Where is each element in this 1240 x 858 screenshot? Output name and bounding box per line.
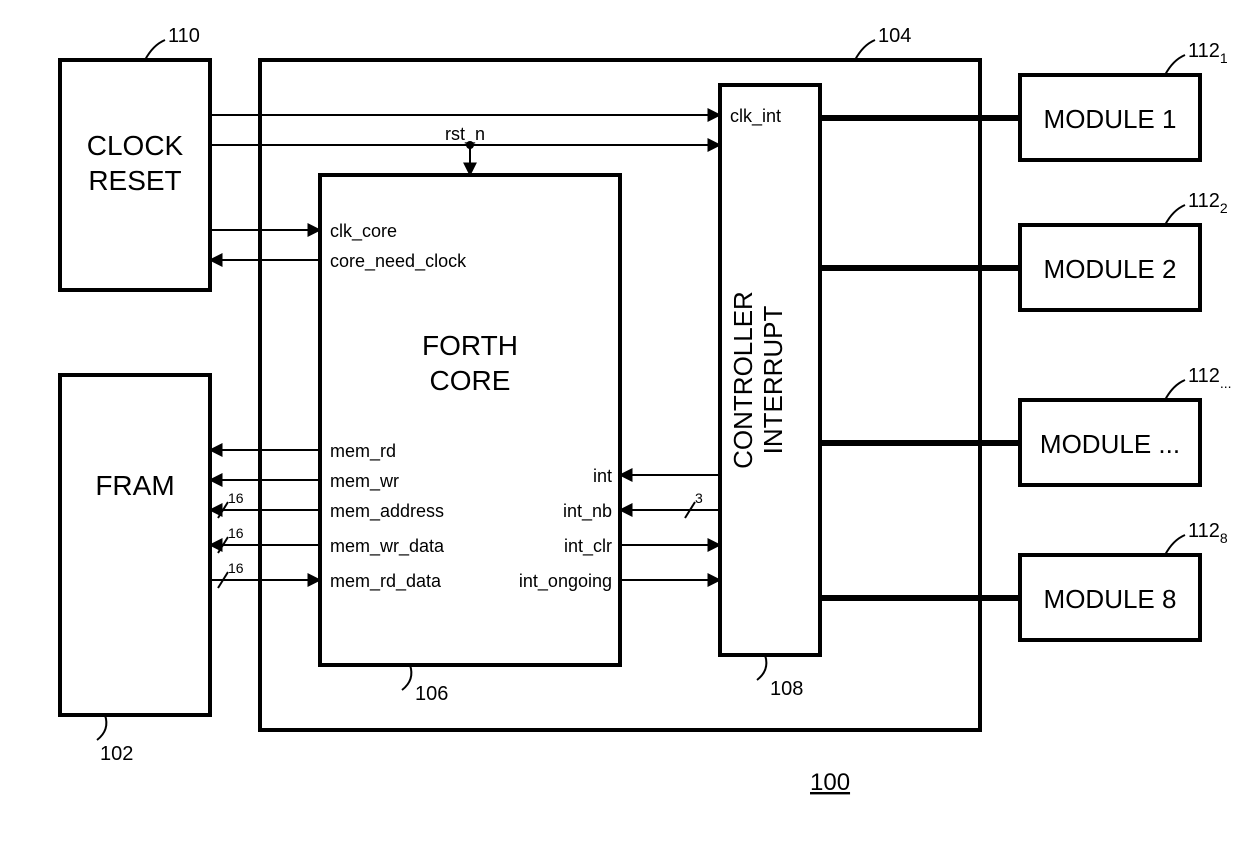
sig-mem-address: mem_address [330, 501, 444, 522]
sig-mem-wr-data: mem_wr_data [330, 536, 445, 557]
sig-int-ongoing: int_ongoing [519, 571, 612, 592]
block-diagram: CLOCK RESET 110 FRAM 102 104 FORTH CORE … [0, 0, 1240, 858]
ref-106: 106 [415, 683, 448, 705]
sig-clk-core: clk_core [330, 221, 397, 242]
clock-reset-label-1: CLOCK [87, 130, 184, 161]
bus-mem-wr-data: 16 [228, 525, 244, 541]
ref-112-dots: 112... [1188, 365, 1232, 391]
bus-mem-address: 16 [228, 490, 244, 506]
fram-block [60, 375, 210, 715]
module-dots-label: MODULE ... [1040, 429, 1180, 459]
interrupt-label-2: CONTROLLER [728, 291, 758, 469]
interrupt-label-1: INTERRUPT [758, 305, 788, 454]
sig-rst-n: rst_n [445, 124, 485, 145]
sig-mem-rd: mem_rd [330, 441, 396, 462]
ref-100: 100 [810, 769, 850, 796]
forth-core-label-2: CORE [430, 365, 511, 396]
sig-core-need-clock: core_need_clock [330, 251, 467, 272]
ref-112-2: 1122 [1188, 190, 1228, 216]
sig-int-clr: int_clr [564, 536, 612, 557]
sig-clk-int: clk_int [730, 106, 781, 127]
sig-mem-rd-data: mem_rd_data [330, 571, 442, 592]
sig-int: int [593, 466, 612, 486]
bus-mem-rd-data: 16 [228, 560, 244, 576]
clock-reset-label-2: RESET [88, 165, 181, 196]
sig-int-nb: int_nb [563, 501, 612, 522]
module-2-label: MODULE 2 [1044, 254, 1177, 284]
sig-mem-wr: mem_wr [330, 471, 399, 492]
ref-112-8: 1128 [1188, 520, 1228, 546]
forth-core-label-1: FORTH [422, 330, 518, 361]
module-8-label: MODULE 8 [1044, 584, 1177, 614]
forth-core-block [320, 175, 620, 665]
ref-112-1: 1121 [1188, 40, 1228, 66]
module-1-label: MODULE 1 [1044, 104, 1177, 134]
ref-102: 102 [100, 743, 133, 765]
ref-110: 110 [168, 25, 200, 47]
ref-108: 108 [770, 678, 803, 700]
fram-label: FRAM [95, 470, 174, 501]
bus-int-nb: 3 [695, 490, 703, 506]
ref-104: 104 [878, 25, 911, 47]
